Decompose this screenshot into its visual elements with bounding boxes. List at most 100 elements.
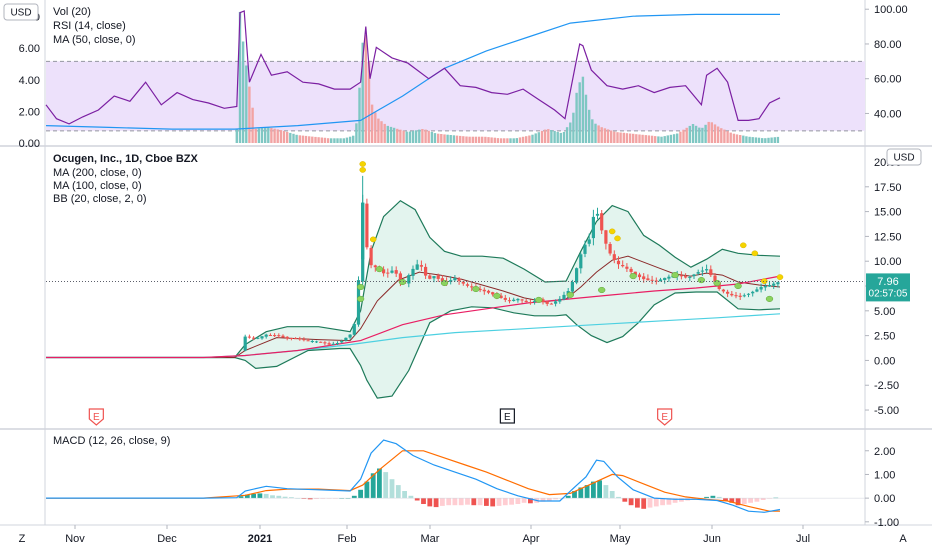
candle-body	[478, 288, 482, 291]
candle-body	[713, 275, 717, 282]
candle-body	[549, 303, 553, 305]
candle-body	[755, 289, 759, 292]
macd-histogram-bar	[723, 498, 728, 501]
time-axis[interactable]: Nov Dec 2021 Feb Mar Apr May Jun Jul	[65, 525, 810, 545]
candle-body	[570, 282, 574, 292]
volume-bar	[317, 137, 320, 143]
candle-body	[751, 291, 755, 294]
main-currency-badge[interactable]: USD	[886, 148, 922, 166]
macd-line	[46, 439, 781, 513]
candle-body	[595, 213, 600, 216]
top-currency-badge[interactable]: USD	[3, 3, 39, 21]
legend-ma200[interactable]: MA (200, close, 0)	[53, 167, 142, 179]
candle-body	[524, 300, 528, 303]
candle-body	[759, 287, 763, 290]
legend-vol[interactable]: Vol (20)	[53, 6, 91, 18]
signal-dot-sell	[359, 167, 366, 173]
time-tick-label: Apr	[522, 533, 539, 545]
signal-dot-sell	[614, 235, 621, 242]
earnings-marker[interactable]: E	[657, 408, 673, 426]
volume-bar	[698, 127, 701, 143]
signal-dot-sell	[369, 236, 377, 243]
candle-body	[650, 279, 654, 281]
candle-body	[688, 276, 692, 278]
earnings-marker-label: E	[661, 412, 668, 423]
candle-body	[616, 260, 621, 265]
macd-histogram-bar	[635, 498, 640, 508]
candle-body	[319, 341, 323, 343]
candle-body	[541, 299, 545, 302]
volume-bar	[528, 135, 531, 143]
macd-histogram-bar	[622, 498, 628, 502]
macd-histogram-bar	[628, 498, 634, 506]
volume-bar	[622, 132, 625, 143]
candle-body	[545, 301, 549, 304]
signal-dot-buy	[356, 283, 365, 291]
volume-bar	[396, 128, 399, 143]
bollinger-upper-line	[46, 199, 781, 359]
signal-dot-buy	[671, 272, 679, 279]
auto-scale-icon[interactable]: A	[899, 533, 907, 545]
volume-bar	[735, 134, 739, 143]
legend-rsi-ma[interactable]: MA (50, close, 0)	[53, 34, 136, 46]
volume-bar	[336, 138, 339, 143]
volume-bar	[433, 133, 437, 143]
macd-histogram-bar	[666, 498, 672, 505]
volume-bar	[320, 137, 323, 143]
volume-bar	[641, 134, 644, 143]
earnings-marker-shape	[657, 408, 673, 426]
macd-histogram-bar	[578, 487, 584, 499]
legend-bb[interactable]: BB (20, close, 2, 0)	[53, 193, 147, 205]
candle-body	[512, 299, 516, 301]
candle-body	[621, 265, 625, 267]
volume-bar	[628, 133, 632, 143]
signal-dot-buy	[598, 286, 606, 294]
zoom-reset-icon[interactable]: Z	[19, 533, 26, 545]
volume-bar	[292, 133, 295, 143]
volume-bar	[490, 137, 493, 143]
legend-rsi[interactable]: RSI (14, close)	[53, 20, 126, 32]
top-currency-label: USD	[10, 8, 31, 19]
candle-body	[579, 254, 583, 269]
volume-bar	[688, 125, 691, 143]
main-currency-label: USD	[893, 153, 914, 164]
volume-bar	[654, 136, 657, 143]
candle-body	[252, 337, 256, 339]
macd-histogram-bar	[358, 489, 363, 499]
candle-body	[415, 264, 419, 270]
volume-bar	[691, 124, 695, 143]
macd-histogram-bar	[257, 493, 263, 499]
earnings-marker[interactable]: E	[499, 408, 515, 424]
macd-histogram-bar	[282, 496, 288, 499]
top-right-tick-label: 100.00	[874, 4, 908, 16]
volume-bar	[282, 131, 286, 143]
volume-bar	[377, 118, 380, 143]
candle-body	[692, 274, 696, 277]
volume-bar	[638, 134, 641, 143]
signal-dot-buy	[566, 291, 574, 298]
legend-macd[interactable]: MACD (12, 26, close, 9)	[53, 435, 170, 447]
legend-ma100[interactable]: MA (100, close, 0)	[53, 180, 142, 192]
volume-bar	[594, 123, 597, 143]
macd-histogram-bar	[754, 498, 760, 502]
ma100-line	[46, 275, 781, 359]
candle-body	[361, 202, 365, 260]
signal-dot-sell	[776, 274, 784, 280]
macd-histogram-bar	[351, 495, 357, 499]
volume-bar	[518, 137, 522, 143]
candle-body	[335, 343, 340, 344]
volume-bar	[440, 134, 443, 143]
volume-bar	[446, 134, 449, 143]
macd-tick-label: 1.00	[874, 469, 895, 481]
volume-bar	[694, 125, 698, 143]
volume-bar	[493, 137, 496, 143]
macd-histogram-bar	[408, 495, 414, 499]
volume-bar	[443, 134, 446, 143]
symbol-title[interactable]: Ocugen, Inc., 1D, Cboe BZX	[53, 153, 199, 165]
volume-bar	[408, 131, 412, 143]
volume-bar	[534, 133, 537, 143]
volume-bar	[414, 130, 418, 143]
candle-body	[575, 268, 579, 283]
earnings-marker[interactable]: E	[88, 408, 104, 426]
